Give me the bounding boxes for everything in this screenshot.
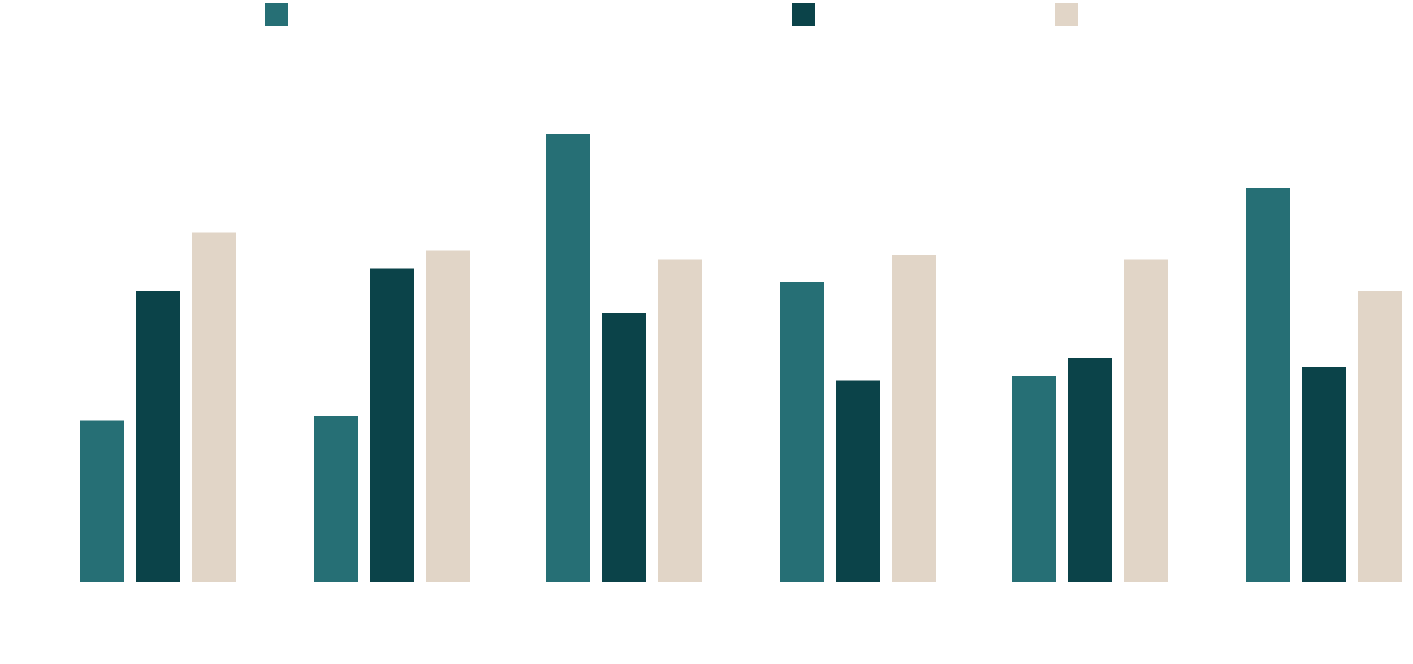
bar-series-3-group-6 xyxy=(1358,290,1402,582)
bar-series-1-group-3 xyxy=(546,134,590,582)
bar-series-1-group-2 xyxy=(314,416,358,582)
bar-series-1-group-5 xyxy=(1012,375,1056,582)
chart-legend xyxy=(265,3,1078,26)
legend-swatch-series-3 xyxy=(1055,3,1078,26)
plot-area xyxy=(80,134,1402,583)
bar-series-2-group-5 xyxy=(1068,358,1112,582)
bar-series-2-group-6 xyxy=(1302,366,1346,582)
bar-series-3-group-1 xyxy=(192,232,236,582)
bar-series-3-group-2 xyxy=(426,250,470,583)
bar-series-3-group-3 xyxy=(658,259,702,582)
bar-series-1-group-4 xyxy=(780,281,824,582)
bar-series-1-group-6 xyxy=(1246,187,1290,582)
bar-series-2-group-3 xyxy=(602,313,646,582)
bar-series-3-group-5 xyxy=(1124,259,1168,582)
legend-swatch-series-2 xyxy=(792,3,815,26)
bar-series-2-group-2 xyxy=(370,268,414,582)
bar-series-1-group-1 xyxy=(80,420,124,582)
bar-series-2-group-4 xyxy=(836,380,880,582)
legend-swatch-series-1 xyxy=(265,3,288,26)
bar-series-2-group-1 xyxy=(136,290,180,582)
bar-series-3-group-4 xyxy=(892,254,936,582)
